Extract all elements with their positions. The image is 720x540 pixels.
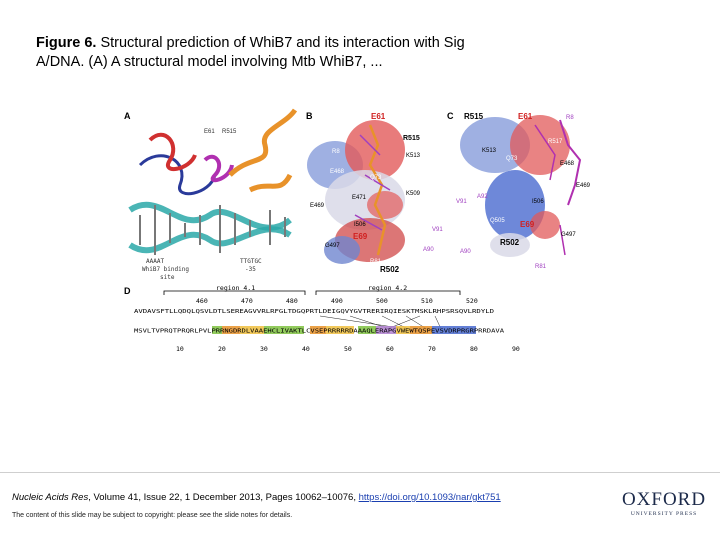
top-tick: 480	[286, 297, 298, 305]
panel-b-label-e468: E468	[330, 169, 345, 175]
panel-b-label-e69: E69	[353, 232, 368, 241]
panel-c-label: C	[447, 111, 454, 121]
bottom-tick: 30	[260, 345, 268, 353]
panel-c-label-r515: R515	[464, 112, 484, 121]
panel-d-bottom-ticks: 10 20 30 40 50 60 70 80 90	[176, 345, 520, 353]
panel-b-label-a90: A90	[423, 247, 434, 253]
panel-c-label-r81: R81	[535, 264, 547, 270]
bottom-tick: 70	[428, 345, 436, 353]
panel-d-region-41: region 4.1	[216, 284, 255, 292]
panel-a-label-aaaat: AAAAT	[146, 258, 164, 265]
panel-c-surface	[460, 115, 582, 257]
bottom-tick: 40	[302, 345, 310, 353]
panel-c-label-q73: Q73	[506, 156, 518, 162]
panel-a-label-ttgtgc: TTGTGC	[240, 258, 262, 265]
panel-c-label-i506: I506	[532, 199, 544, 205]
panel-c-label-e69: E69	[520, 220, 535, 229]
panel-c-label-e61: E61	[518, 112, 533, 121]
panel-d-region-brackets	[163, 290, 461, 295]
panel-c-label-r517: R517	[548, 139, 563, 145]
panel-b-label-v91: V91	[432, 227, 443, 233]
oxford-logo: OXFORD UNIVERSITY PRESS	[616, 489, 712, 517]
panel-c-label-k513: K513	[482, 148, 497, 154]
panel-d-region-42: region 4.2	[368, 284, 407, 292]
panel-a-label: A	[124, 111, 131, 121]
panel-a-label-35: -35	[245, 266, 256, 273]
top-tick: 470	[241, 297, 253, 305]
panel-b-label-r502: R502	[380, 265, 400, 274]
panel-d-highlights	[212, 326, 476, 334]
panel-a-label-site: site	[160, 274, 175, 281]
panel-b-label-k513: K513	[406, 153, 421, 159]
panel-c-label-g497: G497	[561, 232, 576, 238]
bottom-tick: 90	[512, 345, 520, 353]
figure-caption: Figure 6. Structural prediction of WhiB7…	[36, 34, 506, 72]
journal-name: Nucleic Acids Res	[12, 492, 89, 503]
bottom-tick: 20	[218, 345, 226, 353]
oxford-logo-word: OXFORD	[621, 489, 707, 510]
panel-d-top-ticks: 460 470 480 490 500 510 520	[196, 297, 478, 305]
panel-b-label-e61: E61	[371, 112, 386, 121]
panel-a-label-e61: E61	[204, 129, 215, 135]
panel-b-label-q73: Q73	[370, 175, 382, 181]
panel-b-label-k509: K509	[406, 191, 421, 197]
bottom-tick: 60	[386, 345, 394, 353]
panel-b-label-i506: I506	[354, 222, 366, 228]
panel-b-label-r81: R81	[370, 259, 382, 265]
panel-b-label-g497: G497	[325, 243, 340, 249]
bottom-tick: 10	[176, 345, 184, 353]
panel-d-sequence-bottom: MSVLTVPRQTPRQRLPVLPRRNGDRDLVAAEHCLIVAKTL…	[134, 329, 505, 335]
panel-c-label-e468: E468	[560, 161, 575, 167]
panel-c-label-e469: E469	[576, 183, 591, 189]
citation: Nucleic Acids Res, Volume 41, Issue 22, …	[12, 492, 501, 503]
doi-link[interactable]: https://doi.org/10.1093/nar/gkt751	[358, 492, 501, 503]
panel-c-label-v91: V91	[456, 199, 467, 205]
panel-c-label-a92: A92	[477, 194, 488, 200]
panel-d-sequence-top: AVDAVSFTLLQDQLQSVLDTLSEREAGVVRLRFGLTDGQP…	[134, 309, 495, 315]
panel-b-label-q505: Q505	[405, 240, 420, 246]
footer-divider	[0, 472, 720, 473]
top-tick: 500	[376, 297, 388, 305]
panel-c-label-q505: Q505	[490, 218, 505, 224]
panel-d-label: D	[124, 286, 131, 296]
panel-b-label: B	[306, 111, 313, 121]
top-tick: 490	[331, 297, 343, 305]
panel-c-label-r8: R8	[566, 115, 574, 121]
bottom-tick: 50	[344, 345, 352, 353]
top-tick: 460	[196, 297, 208, 305]
panel-a-structure	[128, 108, 298, 255]
bottom-tick: 80	[470, 345, 478, 353]
panel-a-label-binding: WhiB7 binding	[142, 266, 189, 273]
panel-c-label-a90: A90	[460, 249, 471, 255]
top-tick: 510	[421, 297, 433, 305]
copyright-notice: The content of this slide may be subject…	[12, 512, 293, 519]
panel-c-label-r502: R502	[500, 238, 520, 247]
panel-b-label-r515: R515	[403, 135, 420, 142]
caption-text: Structural prediction of WhiB7 and its i…	[36, 35, 465, 70]
panel-b-label-a92: A92	[404, 212, 415, 218]
panel-a-label-r515: R515	[222, 129, 237, 135]
oxford-logo-sub: UNIVERSITY PRESS	[630, 511, 698, 517]
panel-b-label-e469: E469	[310, 203, 325, 209]
panel-b-surface	[307, 120, 405, 264]
figure-image: A E61 R515 AAAAT WhiB7 binding site TTGT…	[120, 105, 600, 355]
citation-details: , Volume 41, Issue 22, 1 December 2013, …	[88, 492, 359, 503]
figure-label: Figure 6.	[36, 35, 97, 51]
panel-b-label-r8: R8	[332, 149, 340, 155]
top-tick: 520	[466, 297, 478, 305]
panel-b-label-e471: E471	[352, 195, 367, 201]
